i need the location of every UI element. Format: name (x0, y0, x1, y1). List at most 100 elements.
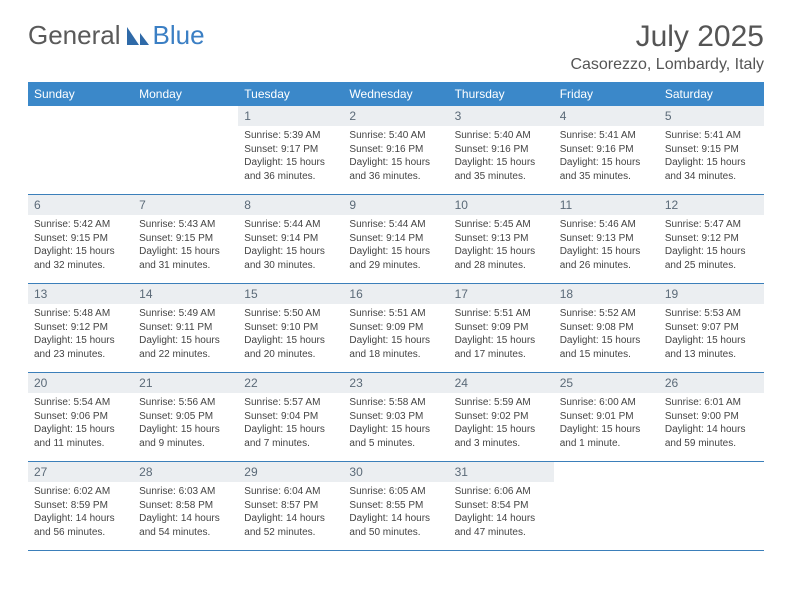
sunrise-text: Sunrise: 5:39 AM (244, 129, 337, 143)
day-body: Sunrise: 5:57 AMSunset: 9:04 PMDaylight:… (238, 393, 343, 455)
day1-text: Daylight: 15 hours (244, 334, 337, 348)
day-number: 20 (28, 373, 133, 393)
day1-text: Daylight: 15 hours (665, 245, 758, 259)
sunrise-text: Sunrise: 5:46 AM (560, 218, 653, 232)
day-number: 17 (449, 284, 554, 304)
sunrise-text: Sunrise: 6:02 AM (34, 485, 127, 499)
day2-text: and 7 minutes. (244, 437, 337, 451)
day-header: Tuesday (238, 82, 343, 106)
logo-sail-icon (125, 25, 151, 47)
sunrise-text: Sunrise: 6:03 AM (139, 485, 232, 499)
day-header: Friday (554, 82, 659, 106)
day2-text: and 22 minutes. (139, 348, 232, 362)
day1-text: Daylight: 15 hours (455, 156, 548, 170)
day2-text: and 5 minutes. (349, 437, 442, 451)
sunrise-text: Sunrise: 6:04 AM (244, 485, 337, 499)
day2-text: and 54 minutes. (139, 526, 232, 540)
day1-text: Daylight: 14 hours (455, 512, 548, 526)
sunrise-text: Sunrise: 5:43 AM (139, 218, 232, 232)
day1-text: Daylight: 14 hours (139, 512, 232, 526)
day1-text: Daylight: 15 hours (244, 423, 337, 437)
day1-text: Daylight: 14 hours (349, 512, 442, 526)
sunset-text: Sunset: 9:13 PM (455, 232, 548, 246)
day-body: Sunrise: 6:03 AMSunset: 8:58 PMDaylight:… (133, 482, 238, 544)
sunrise-text: Sunrise: 5:45 AM (455, 218, 548, 232)
day2-text: and 11 minutes. (34, 437, 127, 451)
sunset-text: Sunset: 9:01 PM (560, 410, 653, 424)
calendar-day-cell (659, 462, 764, 551)
day1-text: Daylight: 15 hours (244, 245, 337, 259)
location-subtitle: Casorezzo, Lombardy, Italy (570, 56, 764, 74)
calendar-day-cell: 30Sunrise: 6:05 AMSunset: 8:55 PMDayligh… (343, 462, 448, 551)
day2-text: and 17 minutes. (455, 348, 548, 362)
sunset-text: Sunset: 8:59 PM (34, 499, 127, 513)
calendar-day-cell: 12Sunrise: 5:47 AMSunset: 9:12 PMDayligh… (659, 195, 764, 284)
day-header: Sunday (28, 82, 133, 106)
day-number: 31 (449, 462, 554, 482)
calendar-day-cell: 19Sunrise: 5:53 AMSunset: 9:07 PMDayligh… (659, 284, 764, 373)
day-number: 26 (659, 373, 764, 393)
logo-text-b: Blue (153, 20, 205, 51)
day-body: Sunrise: 5:45 AMSunset: 9:13 PMDaylight:… (449, 215, 554, 277)
day1-text: Daylight: 15 hours (244, 156, 337, 170)
day2-text: and 32 minutes. (34, 259, 127, 273)
day-number: 22 (238, 373, 343, 393)
day1-text: Daylight: 14 hours (34, 512, 127, 526)
day-number: 28 (133, 462, 238, 482)
sunrise-text: Sunrise: 5:57 AM (244, 396, 337, 410)
calendar-day-cell: 23Sunrise: 5:58 AMSunset: 9:03 PMDayligh… (343, 373, 448, 462)
day2-text: and 29 minutes. (349, 259, 442, 273)
day2-text: and 23 minutes. (34, 348, 127, 362)
sunset-text: Sunset: 9:12 PM (34, 321, 127, 335)
calendar-day-cell: 10Sunrise: 5:45 AMSunset: 9:13 PMDayligh… (449, 195, 554, 284)
sunrise-text: Sunrise: 6:01 AM (665, 396, 758, 410)
sunset-text: Sunset: 9:03 PM (349, 410, 442, 424)
calendar-day-cell: 31Sunrise: 6:06 AMSunset: 8:54 PMDayligh… (449, 462, 554, 551)
calendar-week-row: 1Sunrise: 5:39 AMSunset: 9:17 PMDaylight… (28, 106, 764, 195)
calendar-day-cell: 21Sunrise: 5:56 AMSunset: 9:05 PMDayligh… (133, 373, 238, 462)
day-header-row: Sunday Monday Tuesday Wednesday Thursday… (28, 82, 764, 106)
day-body: Sunrise: 5:44 AMSunset: 9:14 PMDaylight:… (343, 215, 448, 277)
day1-text: Daylight: 14 hours (665, 423, 758, 437)
sunrise-text: Sunrise: 5:40 AM (455, 129, 548, 143)
day1-text: Daylight: 15 hours (34, 423, 127, 437)
day-body: Sunrise: 5:42 AMSunset: 9:15 PMDaylight:… (28, 215, 133, 277)
day1-text: Daylight: 15 hours (139, 245, 232, 259)
day-body: Sunrise: 5:51 AMSunset: 9:09 PMDaylight:… (449, 304, 554, 366)
sunset-text: Sunset: 9:11 PM (139, 321, 232, 335)
day-number: 7 (133, 195, 238, 215)
sunset-text: Sunset: 9:02 PM (455, 410, 548, 424)
month-title: July 2025 (570, 20, 764, 54)
logo-text-a: General (28, 20, 121, 51)
day-number: 2 (343, 106, 448, 126)
day-number: 25 (554, 373, 659, 393)
day-number: 24 (449, 373, 554, 393)
day-body: Sunrise: 5:41 AMSunset: 9:15 PMDaylight:… (659, 126, 764, 188)
day-number: 30 (343, 462, 448, 482)
sunset-text: Sunset: 9:08 PM (560, 321, 653, 335)
day2-text: and 15 minutes. (560, 348, 653, 362)
day2-text: and 1 minute. (560, 437, 653, 451)
sunrise-text: Sunrise: 5:49 AM (139, 307, 232, 321)
day1-text: Daylight: 15 hours (139, 423, 232, 437)
calendar-day-cell: 29Sunrise: 6:04 AMSunset: 8:57 PMDayligh… (238, 462, 343, 551)
sunset-text: Sunset: 9:15 PM (665, 143, 758, 157)
day2-text: and 31 minutes. (139, 259, 232, 273)
day-body: Sunrise: 5:50 AMSunset: 9:10 PMDaylight:… (238, 304, 343, 366)
calendar-day-cell: 15Sunrise: 5:50 AMSunset: 9:10 PMDayligh… (238, 284, 343, 373)
day2-text: and 59 minutes. (665, 437, 758, 451)
sunrise-text: Sunrise: 5:47 AM (665, 218, 758, 232)
calendar-day-cell: 5Sunrise: 5:41 AMSunset: 9:15 PMDaylight… (659, 106, 764, 195)
day-number: 13 (28, 284, 133, 304)
sunrise-text: Sunrise: 5:59 AM (455, 396, 548, 410)
day-number: 5 (659, 106, 764, 126)
day2-text: and 3 minutes. (455, 437, 548, 451)
day1-text: Daylight: 14 hours (244, 512, 337, 526)
calendar-day-cell: 17Sunrise: 5:51 AMSunset: 9:09 PMDayligh… (449, 284, 554, 373)
day-body: Sunrise: 5:58 AMSunset: 9:03 PMDaylight:… (343, 393, 448, 455)
day-body: Sunrise: 6:04 AMSunset: 8:57 PMDaylight:… (238, 482, 343, 544)
day-number: 19 (659, 284, 764, 304)
calendar-day-cell: 14Sunrise: 5:49 AMSunset: 9:11 PMDayligh… (133, 284, 238, 373)
day-body: Sunrise: 5:52 AMSunset: 9:08 PMDaylight:… (554, 304, 659, 366)
calendar-day-cell: 2Sunrise: 5:40 AMSunset: 9:16 PMDaylight… (343, 106, 448, 195)
